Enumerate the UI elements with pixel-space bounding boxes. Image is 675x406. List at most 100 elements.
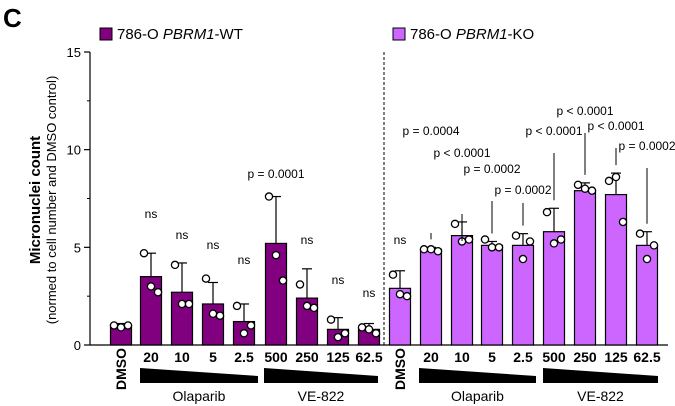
significance-label: p = 0.0001: [247, 167, 304, 181]
x-tick-label: 5: [488, 349, 496, 365]
significance-label: p < 0.0001: [587, 119, 644, 133]
data-point: [525, 237, 535, 246]
bar: [573, 190, 597, 346]
dose-wedge: [419, 368, 536, 383]
significance-label: ns: [301, 233, 314, 247]
data-point: [232, 301, 242, 311]
significance-label: p = 0.0002: [463, 162, 520, 176]
bar: [604, 193, 628, 346]
data-point: [123, 321, 133, 330]
y-axis-title: Micronuclei count: [27, 136, 44, 264]
data-point: [642, 254, 652, 264]
bar: [480, 244, 504, 346]
data-point: [395, 289, 405, 299]
data-point: [549, 239, 559, 248]
x-tick-label: 62.5: [355, 349, 382, 365]
bar: [450, 235, 474, 346]
panel-letter: C: [3, 3, 22, 33]
data-point: [556, 235, 566, 244]
x-tick-label: 20: [423, 349, 439, 365]
x-tick-label: 2.5: [513, 349, 533, 365]
data-point: [201, 274, 211, 283]
data-point: [518, 254, 528, 264]
data-point: [371, 329, 381, 338]
significance-label: ns: [363, 286, 376, 300]
legend: 786-O PBRM1-WT 786-O PBRM1-KO: [99, 26, 534, 43]
data-point: [635, 229, 645, 238]
legend-swatch-ko: [392, 27, 406, 41]
data-point: [433, 246, 443, 256]
x-tick-label: 125: [326, 349, 350, 365]
data-point: [618, 217, 628, 227]
data-point: [139, 248, 149, 258]
data-point: [419, 245, 429, 254]
data-point: [278, 276, 288, 285]
data-point: [580, 184, 590, 193]
group-label: Olaparib: [173, 388, 226, 404]
data-point: [116, 323, 126, 332]
data-point: [109, 321, 119, 330]
bar: [419, 248, 443, 346]
data-point: [215, 311, 225, 320]
dose-wedges: Olaparib VE-822 Olaparib VE-822: [140, 368, 658, 404]
data-point: [450, 219, 460, 229]
x-tick-label: 10: [174, 349, 190, 365]
data-point: [264, 192, 274, 201]
dose-wedge: [264, 368, 378, 383]
x-tick-label: DMSO: [113, 348, 129, 390]
data-point: [511, 231, 521, 240]
group-label: Olaparib: [451, 388, 504, 404]
data-point: [326, 315, 336, 324]
data-point: [153, 288, 163, 297]
data-point: [170, 260, 180, 270]
significance-label: p < 0.0001: [433, 146, 490, 160]
legend-label-wt: 786-O PBRM1-WT: [117, 26, 243, 43]
data-point: [573, 180, 583, 190]
data-point: [542, 207, 552, 217]
x-tick-label: DMSO: [392, 348, 408, 390]
group-label: VE-822: [577, 388, 624, 404]
x-tick-label: 500: [264, 349, 288, 365]
data-point: [402, 291, 412, 301]
dose-wedge: [543, 368, 658, 383]
y-tick-label: 15: [67, 45, 81, 60]
data-point: [611, 172, 621, 182]
significance-label: ns: [332, 273, 345, 287]
x-tick-label: 10: [454, 349, 470, 365]
dose-wedge: [140, 368, 258, 383]
x-tick-label: 20: [143, 349, 159, 365]
data-point: [649, 241, 659, 250]
data-point: [364, 325, 374, 334]
data-point: [487, 243, 497, 252]
data-point: [604, 176, 614, 186]
data-point: [271, 250, 281, 260]
data-point: [177, 299, 187, 309]
y-axis: 0 5 10 15: [67, 45, 91, 353]
significance-label: p < 0.0001: [556, 104, 613, 118]
x-tick-label: 5: [209, 349, 217, 365]
x-tick-label: 62.5: [633, 349, 660, 365]
significance-label: p = 0.0002: [618, 139, 675, 153]
significance-label: ns: [176, 228, 189, 242]
significance-label: ns: [394, 233, 407, 247]
data-point: [302, 301, 312, 311]
significance-label: p = 0.0004: [402, 124, 459, 138]
legend-label-ko: 786-O PBRM1-KO: [410, 26, 534, 43]
y-tick-label: 0: [74, 338, 81, 353]
legend-swatch-wt: [99, 27, 113, 41]
data-point: [184, 299, 194, 309]
y-tick-label: 10: [67, 143, 81, 158]
y-tick-label: 5: [74, 240, 81, 255]
x-tick-labels: DMSO 20 10 5 2.5 500 250 125 62.5 DMSO 20 10 5 2.5 500…: [113, 348, 661, 390]
x-tick-label: 500: [542, 349, 566, 365]
x-tick-label: 250: [573, 349, 597, 365]
data-point: [357, 323, 367, 332]
data-point: [146, 282, 156, 291]
bar: [542, 231, 566, 346]
plot-marks: ns ns ns ns p = 0.0001 ns ns ns ns p = 0.0004 p < …: [109, 104, 675, 346]
y-axis-subtitle: (normed to cell number and DMSO control): [44, 76, 59, 325]
data-point: [480, 235, 490, 244]
significance-label: ns: [145, 207, 158, 221]
data-point: [239, 329, 249, 338]
